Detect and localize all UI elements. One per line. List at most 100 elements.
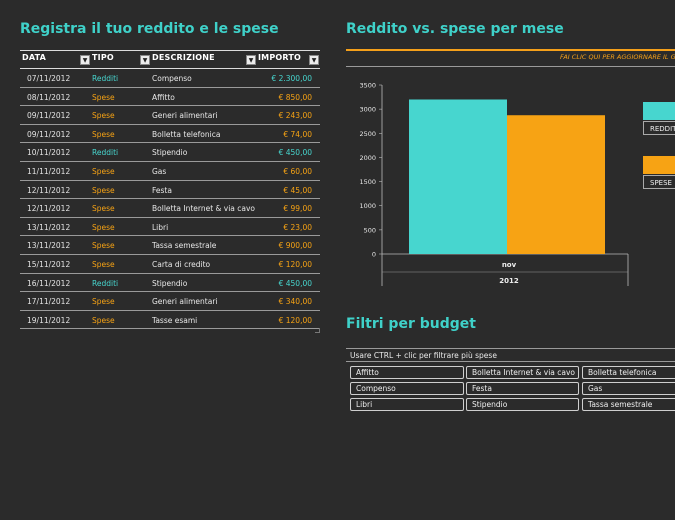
table-row[interactable]: 13/11/2012 Spese Libri € 23,00 <box>20 218 320 237</box>
table-row[interactable]: 11/11/2012 Spese Gas € 60,00 <box>20 162 320 181</box>
table-row[interactable]: 12/11/2012 Spese Bolletta Internet & via c… <box>20 199 320 218</box>
cell-type: Spese <box>92 222 115 232</box>
y-tick-label: 2000 <box>359 154 376 162</box>
table-row[interactable]: 09/11/2012 Spese Generi alimentari € 243,00 <box>20 106 320 125</box>
filter-type-button[interactable]: ▼ <box>140 55 150 65</box>
cell-date: 12/11/2012 <box>27 204 71 214</box>
filter-desc-button[interactable]: ▼ <box>246 55 256 65</box>
slicer-item[interactable]: Libri <box>350 398 464 411</box>
chart-rule <box>346 66 675 67</box>
chart-title: Reddito vs. spese per mese <box>346 21 564 37</box>
income-expense-chart: 3500 3000 2500 2000 1500 1000 500 0 nov 2012 <box>359 82 629 286</box>
filter-date-button[interactable]: ▼ <box>80 55 90 65</box>
cell-type: Spese <box>92 259 115 269</box>
y-tick-label: 500 <box>364 226 376 234</box>
legend-label-income: REDDITI <box>643 121 675 135</box>
y-tick-label: 3000 <box>359 106 376 114</box>
cell-amount: € 23,00 <box>283 222 312 232</box>
cell-desc: Festa <box>152 185 172 195</box>
cell-desc: Bolletta telefonica <box>152 129 221 139</box>
cell-date: 19/11/2012 <box>27 315 71 325</box>
cell-amount: € 850,00 <box>278 92 312 102</box>
cell-date: 13/11/2012 <box>27 222 71 232</box>
filter-amount-button[interactable]: ▼ <box>309 55 319 65</box>
table-row[interactable]: 10/11/2012 Redditi Stipendio € 450,00 <box>20 143 320 162</box>
table-row[interactable]: 07/11/2012 Redditi Compenso € 2.300,00 <box>20 69 320 88</box>
table-row[interactable]: 19/11/2012 Spese Tasse esami € 120,00 <box>20 311 320 330</box>
legend-swatch-income <box>643 102 675 120</box>
cell-date: 17/11/2012 <box>27 297 71 307</box>
cell-type: Spese <box>92 241 115 251</box>
slicer-rule-bottom <box>346 361 675 362</box>
table-header: DATA ▼ TIPO ▼ DESCRIZIONE ▼ IMPORTO ▼ <box>20 50 320 69</box>
cell-amount: € 2.300,00 <box>271 74 312 83</box>
cell-amount: € 60,00 <box>283 166 312 176</box>
table-row[interactable]: 15/11/2012 Spese Carta di credito € 120,00 <box>20 255 320 274</box>
slicer-item[interactable]: Bolletta telefonica <box>582 366 675 379</box>
cell-amount: € 120,00 <box>278 315 312 325</box>
cell-date: 09/11/2012 <box>27 129 71 139</box>
legend-swatch-expense <box>643 156 675 174</box>
cell-desc: Bolletta Internet & via cavo <box>152 204 256 214</box>
x-category-label: nov <box>502 261 517 269</box>
slicer-item[interactable]: Tassa semestrale <box>582 398 675 411</box>
cell-amount: € 120,00 <box>278 259 312 269</box>
header-desc: DESCRIZIONE <box>152 53 215 62</box>
y-tick-label: 1000 <box>359 202 376 210</box>
table-row[interactable]: 13/11/2012 Spese Tassa semestrale € 900,00 <box>20 236 320 255</box>
header-date: DATA <box>22 53 47 62</box>
cell-desc: Carta di credito <box>152 259 211 269</box>
cell-amount: € 450,00 <box>278 278 312 288</box>
table-row[interactable]: 17/11/2012 Spese Generi alimentari € 340,00 <box>20 292 320 311</box>
cell-amount: € 45,00 <box>283 185 312 195</box>
legend-label-expense: SPESE <box>643 175 675 189</box>
chart-accent-rule <box>346 49 675 51</box>
table-row[interactable]: 16/11/2012 Redditi Stipendio € 450,00 <box>20 274 320 293</box>
slicer-item[interactable]: Festa <box>466 382 579 395</box>
cell-amount: € 900,00 <box>278 241 312 251</box>
table-row[interactable]: 09/11/2012 Spese Bolletta telefonica € 74,0… <box>20 125 320 144</box>
bar-redditi <box>409 99 507 254</box>
table-body: 07/11/2012 Redditi Compenso € 2.300,00 08/11… <box>20 69 320 330</box>
cell-amount: € 243,00 <box>278 111 312 121</box>
slicer-rule <box>346 348 675 349</box>
table-row[interactable]: 08/11/2012 Spese Affitto € 850,00 <box>20 88 320 107</box>
refresh-chart-link[interactable]: FAI CLIC QUI PER AGGIORNARE IL GRAFICO <box>560 53 675 61</box>
cell-desc: Affitto <box>152 92 175 102</box>
cell-amount: € 340,00 <box>278 297 312 307</box>
cell-type: Spese <box>92 297 115 307</box>
cell-type: Spese <box>92 92 115 102</box>
cell-date: 11/11/2012 <box>27 166 71 176</box>
slicer-item[interactable]: Bolletta Internet & via cavo <box>466 366 579 379</box>
cell-type: Redditi <box>92 148 119 158</box>
cell-desc: Tasse esami <box>152 315 198 325</box>
slicer-item[interactable]: Compenso <box>350 382 464 395</box>
y-tick-label: 3500 <box>359 82 376 90</box>
slicer-item[interactable]: Stipendio <box>466 398 579 411</box>
cell-date: 10/11/2012 <box>27 148 71 158</box>
filters-title: Filtri per budget <box>346 316 476 332</box>
cell-desc: Stipendio <box>152 148 188 158</box>
cell-desc: Tassa semestrale <box>152 241 217 251</box>
cell-amount: € 450,00 <box>278 148 312 158</box>
cell-type: Spese <box>92 204 115 214</box>
cell-amount: € 74,00 <box>283 129 312 139</box>
cell-type: Spese <box>92 315 115 325</box>
cell-desc: Libri <box>152 222 169 232</box>
cell-date: 12/11/2012 <box>27 185 71 195</box>
cell-desc: Generi alimentari <box>152 111 218 121</box>
cell-date: 13/11/2012 <box>27 241 71 251</box>
cell-date: 15/11/2012 <box>27 259 71 269</box>
y-tick-label: 0 <box>372 251 376 259</box>
y-tick-label: 1500 <box>359 178 376 186</box>
cell-date: 16/11/2012 <box>27 278 71 288</box>
cell-type: Redditi <box>92 278 119 288</box>
cell-desc: Gas <box>152 166 167 176</box>
slicer-item[interactable]: Gas <box>582 382 675 395</box>
slicer-item[interactable]: Affitto <box>350 366 464 379</box>
header-type: TIPO <box>92 53 114 62</box>
bar-spese <box>507 115 605 254</box>
table-row[interactable]: 12/11/2012 Spese Festa € 45,00 <box>20 181 320 200</box>
table-resize-handle[interactable] <box>315 328 320 334</box>
cell-type: Spese <box>92 111 115 121</box>
